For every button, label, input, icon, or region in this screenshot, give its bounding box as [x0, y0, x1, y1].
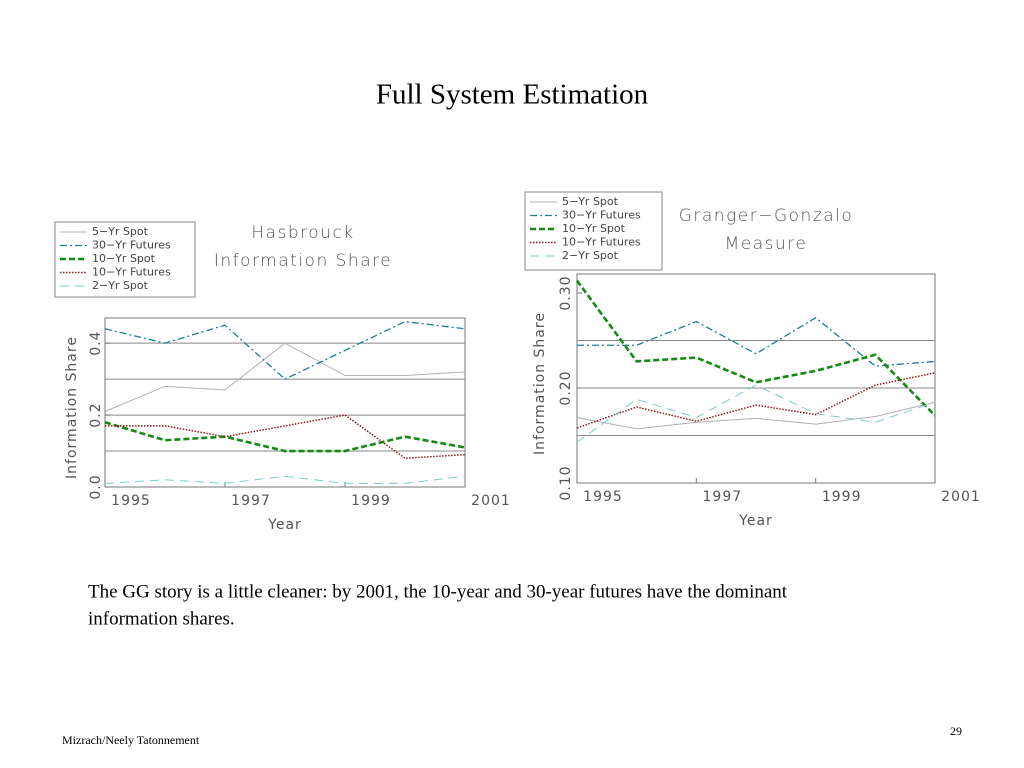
x-tick-label: 2001 — [471, 493, 511, 509]
legend-label: 30−Yr Futures — [562, 209, 641, 222]
chart-title: Information Share — [214, 251, 392, 271]
x-tick-label: 2001 — [941, 489, 981, 505]
x-axis-label: Year — [738, 513, 773, 529]
body-text: information shares. — [88, 608, 235, 629]
legend-label: 5−Yr Spot — [562, 195, 619, 208]
plot-frame — [104, 317, 466, 488]
chart-title: Granger−Gonzalo — [679, 206, 854, 226]
series-line — [576, 401, 936, 430]
y-axis-label: Information Share — [64, 336, 80, 479]
legend-label: 10−Yr Spot — [92, 252, 156, 265]
legend-label: 30−Yr Futures — [92, 239, 171, 252]
series-line — [104, 475, 466, 484]
y-tick-label: 0.30 — [558, 275, 574, 310]
x-tick-label: 1999 — [351, 493, 391, 509]
page-number: 29 — [950, 724, 962, 738]
series-line — [105, 414, 466, 459]
series-line — [577, 316, 936, 367]
legend-label: 2−Yr Spot — [562, 249, 619, 262]
chart-title: Hasbrouck — [251, 223, 354, 243]
body-text: The GG story is a little cleaner: by 200… — [88, 581, 788, 602]
footer: Mizrach/Neely Tatonnement — [62, 733, 200, 747]
series-line — [575, 279, 936, 417]
x-tick-label: 1995 — [583, 489, 623, 505]
series-line — [104, 342, 466, 412]
y-tick-label: 0.4 — [88, 331, 104, 356]
series-line — [104, 320, 466, 380]
series-line — [104, 421, 466, 453]
y-tick-label: 0.0 — [88, 474, 104, 499]
x-tick-label: 1995 — [111, 493, 151, 509]
legend-label: 10−Yr Futures — [562, 236, 641, 249]
x-tick-label: 1999 — [822, 489, 862, 505]
y-tick-label: 0.20 — [558, 370, 574, 405]
series-line — [576, 372, 936, 429]
y-tick-label: 0.10 — [558, 465, 574, 500]
y-axis-label: Information Share — [532, 312, 548, 455]
y-tick-label: 0.2 — [88, 402, 104, 427]
x-tick-label: 1997 — [231, 493, 271, 509]
plot-frame — [576, 273, 936, 484]
legend-label: 10−Yr Spot — [562, 222, 626, 235]
legend-label: 5−Yr Spot — [92, 225, 149, 238]
series-line — [576, 384, 936, 443]
chart-title: Measure — [725, 234, 808, 254]
slide-title: Full System Estimation — [376, 79, 649, 111]
x-axis-label: Year — [267, 517, 302, 533]
legend-label: 10−Yr Futures — [92, 266, 171, 279]
legend-label: 2−Yr Spot — [92, 279, 149, 292]
x-tick-label: 1997 — [703, 489, 743, 505]
legend-box — [524, 191, 663, 271]
